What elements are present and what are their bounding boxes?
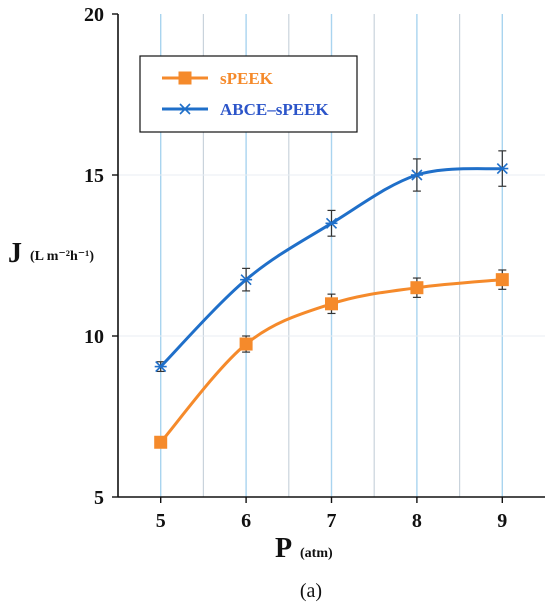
- y-tick-label: 5: [94, 487, 104, 509]
- data-point: [154, 361, 167, 373]
- x-tick-label: 7: [327, 510, 337, 532]
- x-axis-label: P: [275, 533, 292, 564]
- x-tick-label: 5: [156, 510, 166, 532]
- data-point: [410, 281, 424, 295]
- figure-caption: (a): [300, 580, 322, 602]
- legend-swatch-marker: [179, 103, 191, 115]
- data-point: [239, 337, 253, 351]
- data-point: [496, 162, 509, 175]
- legend-swatch-marker: [178, 71, 192, 85]
- legend-label: ABCE–sPEEK: [220, 100, 329, 119]
- data-point: [495, 273, 509, 287]
- series-speek: [154, 269, 509, 449]
- x-tick-label: 9: [497, 510, 507, 532]
- series-layer: [154, 150, 509, 449]
- y-tick-label: 15: [84, 165, 104, 187]
- series-line: [159, 167, 503, 368]
- data-point: [240, 274, 253, 286]
- x-axis-unit: (atm): [300, 546, 333, 561]
- data-point: [410, 169, 423, 181]
- x-tick-label: 6: [241, 510, 251, 532]
- data-point: [154, 435, 168, 449]
- x-tick-label: 8: [412, 510, 422, 532]
- axes: [112, 13, 545, 503]
- legend: sPEEK ABCE–sPEEK: [139, 55, 358, 133]
- tick-labels: 5 10 15 20 5 6 7 8 9: [84, 4, 507, 532]
- data-point: [325, 217, 338, 229]
- legend-item: ABCE–sPEEK: [162, 100, 329, 119]
- series-abce-speek: [154, 150, 509, 373]
- y-axis-label: J: [8, 238, 22, 269]
- data-point: [325, 297, 338, 311]
- legend-box: [139, 55, 358, 133]
- y-tick-label: 20: [84, 4, 104, 26]
- y-axis-unit: (L m⁻²h⁻¹): [30, 249, 94, 264]
- y-tick-label: 10: [84, 326, 104, 348]
- legend-label: sPEEK: [220, 69, 274, 88]
- legend-item: sPEEK: [162, 69, 274, 88]
